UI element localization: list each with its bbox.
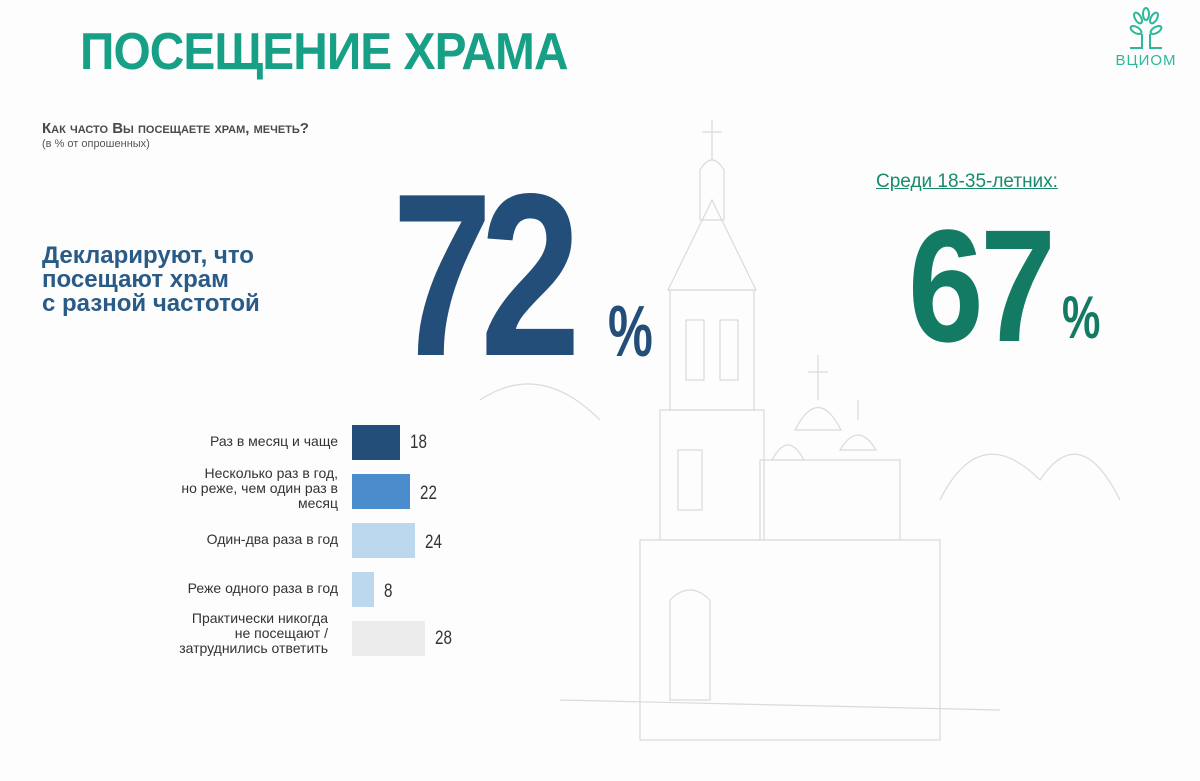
- young-percentage-unit: %: [1062, 284, 1101, 351]
- bar: [352, 572, 374, 607]
- bar-label-line: Реже одного раза в год: [187, 580, 338, 596]
- bar: [352, 474, 410, 509]
- declare-text: Декларируют, что посещают храм с разной …: [42, 244, 342, 316]
- bar-value: 24: [425, 532, 442, 553]
- page-title: ПОСЕЩЕНИЕ ХРАМА: [80, 23, 569, 81]
- bar-label-line: но реже, чем один раз в: [181, 480, 338, 496]
- bar-value: 18: [410, 432, 427, 453]
- bar-value: 22: [420, 483, 437, 504]
- tree-icon: [1129, 7, 1163, 49]
- bar-label: Раз в месяц и чаще: [210, 434, 338, 449]
- bar-label-line: Практически никогда: [191, 610, 328, 626]
- bar: [352, 425, 400, 460]
- declare-line: с разной частотой: [42, 290, 260, 317]
- bar-label-line: Один-два раза в год: [206, 531, 338, 547]
- bar-label-line: затруднились ответить: [179, 640, 328, 656]
- question-subtitle: (в % от опрошенных): [42, 138, 150, 150]
- bar-label-line: Несколько раз в год,: [204, 465, 338, 481]
- bar-value: 8: [384, 581, 393, 602]
- bar-value: 28: [435, 628, 452, 649]
- total-percentage-unit: %: [608, 292, 653, 372]
- declare-line: Декларируют, что: [42, 242, 254, 269]
- vciom-logo: ВЦИОМ: [1098, 6, 1194, 72]
- bar: [352, 523, 415, 558]
- bar-label: Несколько раз в год, но реже, чем один р…: [181, 466, 338, 511]
- bar: [352, 621, 425, 656]
- bar-label-line: не посещают /: [234, 625, 328, 641]
- bar-label: Реже одного раза в год: [188, 581, 338, 596]
- bar-label-line: месяц: [297, 495, 338, 511]
- logo-text: ВЦИОМ: [1115, 52, 1177, 69]
- young-percentage-value: 67: [908, 196, 1056, 375]
- total-percentage-value: 72: [392, 146, 581, 405]
- question-text: Как часто Вы посещаете храм, мечеть?: [42, 120, 309, 137]
- declare-line: посещают храм: [42, 266, 229, 293]
- bar-label-line: Раз в месяц и чаще: [210, 433, 338, 449]
- bar-label: Один-два раза в год: [207, 532, 338, 547]
- bar-label: Практически никогда не посещают / затруд…: [179, 611, 328, 656]
- young-group-label: Среди 18-35-летних:: [876, 171, 1058, 192]
